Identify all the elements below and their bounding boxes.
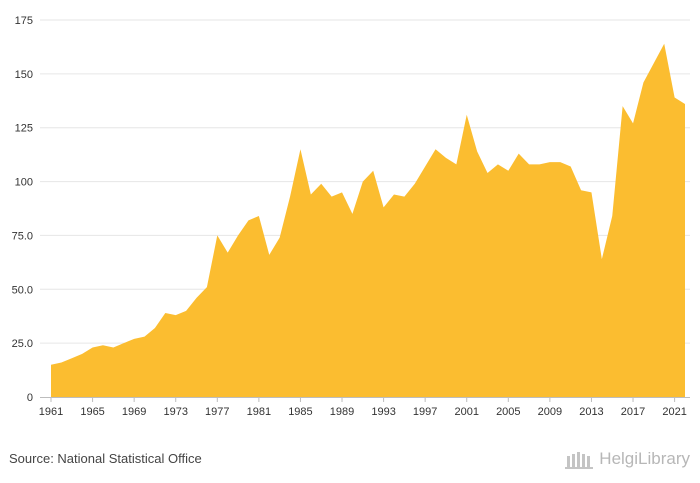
x-tick-label: 1981 [247,406,271,418]
helgilibrary-logo: HelgiLibrary [565,447,690,471]
logo-text: HelgiLibrary [599,449,690,468]
x-tick-label: 1961 [39,406,63,418]
y-tick-label: 25.0 [12,338,33,350]
x-tick-label: 2021 [662,406,686,418]
x-tick-label: 1969 [122,406,146,418]
x-tick-label: 2017 [621,406,645,418]
area-series [51,43,685,397]
y-tick-label: 0 [27,392,33,404]
source-note: Source: National Statistical Office [9,451,202,466]
x-tick-label: 1993 [371,406,395,418]
x-tick-label: 2009 [538,406,562,418]
y-tick-label: 125 [15,123,33,135]
y-tick-label: 100 [15,177,33,189]
x-tick-label: 2001 [454,406,478,418]
x-tick-label: 1973 [163,406,187,418]
library-building-icon [565,452,594,469]
y-tick-label: 50.0 [12,284,33,296]
x-tick-label: 1997 [413,406,437,418]
x-tick-label: 2005 [496,406,520,418]
x-tick-label: 1985 [288,406,312,418]
x-tick-label: 2013 [579,406,603,418]
x-tick-label: 1989 [330,406,354,418]
y-tick-label: 75.0 [12,230,33,242]
y-tick-label: 175 [15,15,33,27]
y-tick-label: 150 [15,69,33,81]
y-axis-ticks: 0 25.0 50.0 75.0 100 125 150 175 [12,15,33,404]
x-axis-ticks: 1961 1965 1969 1973 1977 1981 1985 1989 1993 1997… [39,397,687,418]
x-tick-label: 1977 [205,406,229,418]
x-tick-label: 1965 [80,406,104,418]
